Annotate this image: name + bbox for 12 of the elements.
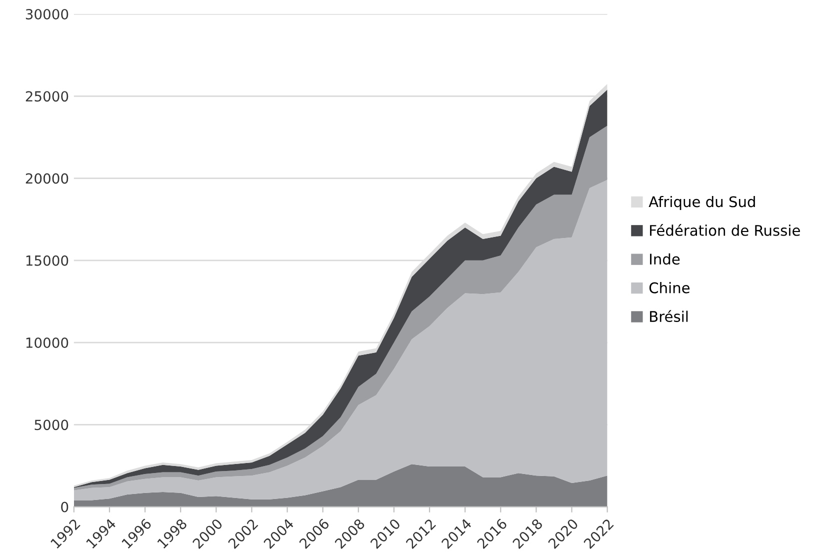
legend-label: Fédération de Russie bbox=[650, 224, 800, 236]
y-tick-label: 0 bbox=[61, 502, 68, 512]
y-tick-label: 5000 bbox=[34, 420, 68, 430]
legend-label: Brésil bbox=[650, 310, 688, 322]
legend-label: Afrique du Sud bbox=[648, 196, 755, 210]
y-tick-label: 25000 bbox=[26, 91, 68, 102]
legend-label: Inde bbox=[650, 253, 680, 265]
legend-label: Chine bbox=[649, 282, 690, 294]
y-tick-label: 20000 bbox=[26, 173, 68, 184]
y-tick-label: 10000 bbox=[26, 338, 68, 348]
y-tick-label: 15000 bbox=[26, 255, 68, 266]
y-tick-label: 30000 bbox=[26, 8, 68, 20]
